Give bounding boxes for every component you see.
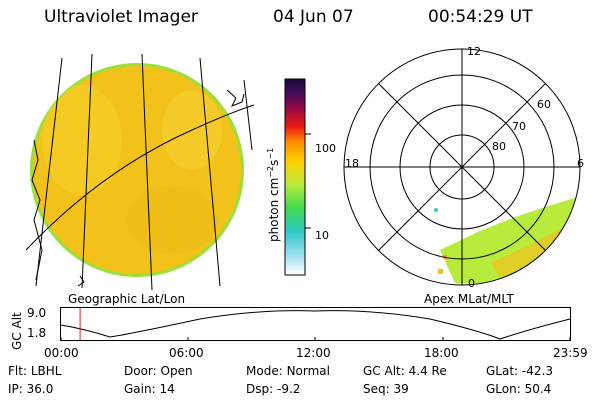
units-mid: s [267, 159, 281, 166]
filter-status: Flt: LBHL [8, 364, 61, 378]
polar-grid [343, 48, 581, 286]
glon-value: 50.4 [524, 382, 552, 396]
bright-spot [434, 208, 438, 212]
glat-status: GLat: -42.3 [486, 364, 553, 378]
altitude-tick-low: 1.8 [27, 326, 47, 340]
gain-label: Gain: [124, 382, 156, 396]
door-value: Open [160, 364, 193, 378]
instrument-title: Ultraviolet Imager [44, 7, 198, 27]
geographic-image [25, 53, 254, 290]
door-status: Door: Open [124, 364, 193, 378]
observation-time: 00:54:29 UT [428, 7, 533, 27]
gcalt-value: 4.4 Re [408, 364, 447, 378]
altitude-axis-label: GC Alt [10, 312, 24, 350]
filter-value: LBHL [30, 364, 62, 378]
seq-label: Seq: [363, 382, 390, 396]
dsp-status: Dsp: -9.2 [246, 382, 300, 396]
ip-value: 36.0 [26, 382, 54, 396]
units-exp1: −2 [266, 165, 275, 178]
gain-value: 14 [159, 382, 175, 396]
altitude-plot [60, 307, 571, 341]
mlat-label-80: 80 [492, 140, 506, 153]
mode-status: Mode: Normal [246, 364, 330, 378]
time-tick-1800: 18:00 [424, 346, 459, 360]
time-tick-0000: 00:00 [44, 346, 79, 360]
mlt-label-0: 0 [468, 277, 475, 290]
glat-value: -42.3 [521, 364, 553, 378]
seq-value: 39 [393, 382, 409, 396]
time-tick-1200: 12:00 [296, 346, 331, 360]
glat-label: GLat: [486, 364, 519, 378]
colorbar-tick-10: 10 [315, 229, 329, 242]
door-label: Door: [124, 364, 157, 378]
ip-status: IP: 36.0 [8, 382, 53, 396]
glon-label: GLon: [486, 382, 521, 396]
apex-view-label: Apex MLat/MLT [424, 292, 514, 306]
mode-value: Normal [286, 364, 330, 378]
units-base: photon cm [267, 177, 281, 242]
gain-status: Gain: 14 [124, 382, 175, 396]
geographic-view-label: Geographic Lat/Lon [68, 292, 186, 306]
altitude-tick-high: 9.0 [27, 306, 47, 320]
colorbar-units: photon cm−2s−1 [266, 148, 281, 242]
mlt-label-18: 18 [345, 157, 359, 170]
graticule [25, 53, 254, 290]
mlat-label-60: 60 [537, 98, 551, 111]
mlt-label-6: 6 [577, 157, 584, 170]
altitude-trace [60, 310, 571, 340]
time-tick-2359: 23:59 [553, 346, 588, 360]
coastline [31, 89, 245, 287]
colorbar-tick-100: 100 [315, 142, 336, 155]
color-scale [284, 78, 311, 276]
mlat-label-70: 70 [512, 120, 526, 133]
dsp-label: Dsp: [246, 382, 274, 396]
mode-label: Mode: [246, 364, 283, 378]
dsp-value: -9.2 [276, 382, 301, 396]
gcalt-status: GC Alt: 4.4 Re [363, 364, 447, 378]
glon-status: GLon: 50.4 [486, 382, 551, 396]
time-tick-0600: 06:00 [169, 346, 204, 360]
units-exp2: −1 [266, 147, 275, 160]
observation-date: 04 Jun 07 [273, 7, 354, 27]
mlt-label-12: 12 [467, 45, 481, 58]
filter-label: Flt: [8, 364, 27, 378]
ip-label: IP: [8, 382, 23, 396]
seq-status: Seq: 39 [363, 382, 409, 396]
gcalt-label: GC Alt: [363, 364, 405, 378]
